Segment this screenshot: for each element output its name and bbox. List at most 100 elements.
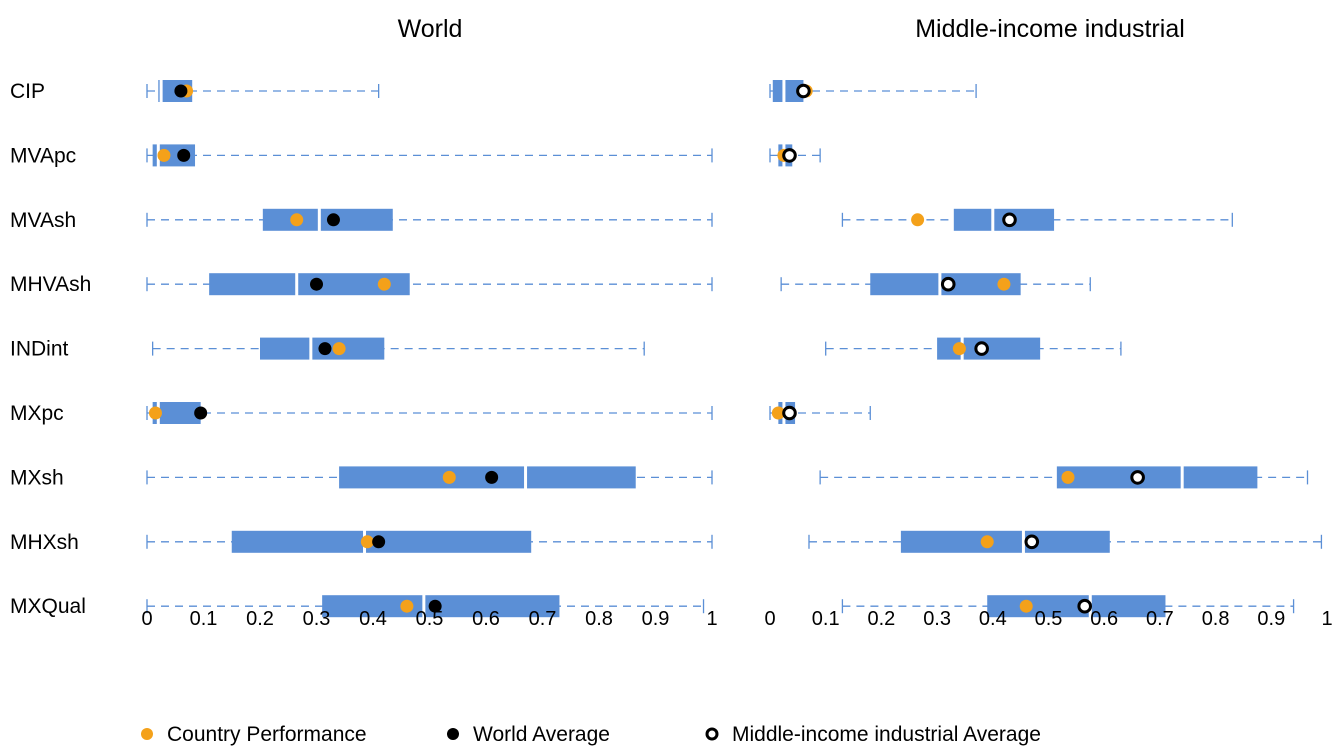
x-tick-label: 0.2 <box>246 608 274 630</box>
box-row <box>146 529 713 554</box>
country-performance-dot <box>1061 470 1075 484</box>
x-tick-label: 0.8 <box>1202 608 1230 630</box>
box-row <box>841 207 1233 232</box>
x-tick-label: 0.3 <box>303 608 331 630</box>
x-tick-label: 0.9 <box>1257 608 1285 630</box>
group-average-ring <box>782 148 797 163</box>
box-row <box>841 594 1295 619</box>
box-iqr <box>1056 466 1258 489</box>
group-average-ring <box>1077 598 1093 614</box>
world-average-dot <box>326 213 340 227</box>
box-row <box>146 594 705 619</box>
box-row <box>151 336 645 361</box>
legend-label: World Average <box>473 723 610 746</box>
group-average-ring <box>974 341 989 356</box>
group-average-ring <box>940 276 956 292</box>
country-performance-dot <box>400 599 414 613</box>
world-average-dot <box>174 84 188 98</box>
country-performance-dot <box>952 342 966 356</box>
country-performance-dot <box>997 277 1011 291</box>
group-average-ring <box>782 405 797 421</box>
box-iqr <box>900 530 1110 553</box>
world-average-dot <box>485 470 499 484</box>
x-tick-label: 0.5 <box>416 608 444 630</box>
panel-world: 0 0.1 0.2 0.3 0.4 0.5 0.6 0.7 0.8 0.9 1 <box>141 79 718 630</box>
indicator-label: MHVAsh <box>10 273 91 296</box>
world-average-dot <box>428 599 442 613</box>
box-row <box>146 272 713 297</box>
x-tick-label: 0.8 <box>585 608 613 630</box>
group-average-ring <box>796 83 811 99</box>
box-row <box>146 207 713 232</box>
box-row <box>146 401 713 425</box>
group-average-ring <box>1002 212 1017 228</box>
x-tick-label: 0.4 <box>359 608 387 630</box>
box-iqr <box>152 402 201 424</box>
box-row <box>146 143 713 168</box>
x-tick-label: 0.7 <box>1146 608 1174 630</box>
box-row <box>808 529 1323 554</box>
country-performance-dot <box>360 535 374 549</box>
indicator-label: MXsh <box>10 466 64 489</box>
x-tick-label: 0.5 <box>1035 608 1063 630</box>
country-performance-dot <box>290 213 304 227</box>
country-performance-dot <box>442 470 456 484</box>
x-tick-label: 1 <box>1321 608 1332 630</box>
legend-country-dot <box>141 728 153 740</box>
panel-title-middle-income: Middle-income industrial <box>915 15 1185 43</box>
box-row <box>146 465 713 490</box>
x-tick-label: 0 <box>764 608 775 630</box>
box-row <box>780 272 1091 297</box>
country-performance-dot <box>980 535 994 549</box>
country-performance-dot <box>1019 599 1033 613</box>
box-row <box>769 401 871 425</box>
legend-label: Country Performance <box>167 723 367 746</box>
country-performance-dot <box>911 213 925 227</box>
box-iqr <box>209 273 410 296</box>
x-tick-label: 0.7 <box>529 608 557 630</box>
x-tick-label: 0.2 <box>867 608 895 630</box>
x-tick-label: 0.3 <box>923 608 951 630</box>
world-average-dot <box>372 535 386 549</box>
box-iqr <box>772 80 804 102</box>
indicator-label: INDint <box>10 338 69 361</box>
country-performance-dot <box>771 406 785 420</box>
x-tick-label: 0.9 <box>642 608 670 630</box>
x-tick-label: 0.1 <box>190 608 218 630</box>
panel-title-world: World <box>398 15 463 43</box>
x-tick-label: 1 <box>706 608 717 630</box>
country-performance-dot <box>148 406 162 420</box>
world-average-dot <box>310 277 323 291</box>
indicator-label: MXpc <box>10 402 64 425</box>
world-average-dot <box>318 342 332 356</box>
legend-label: Middle-income industrial Average <box>732 723 1041 746</box>
world-average-dot <box>194 406 208 420</box>
group-average-ring <box>1024 534 1040 550</box>
indicator-label: MVApc <box>10 144 76 167</box>
indicator-label: CIP <box>10 80 45 103</box>
x-tick-label: 0.4 <box>979 608 1007 630</box>
x-tick-label: 0.6 <box>472 608 500 630</box>
country-performance-dot <box>157 148 171 162</box>
box-row <box>769 143 821 168</box>
box-row <box>819 465 1309 490</box>
country-performance-dot <box>332 342 346 356</box>
legend-item: World Average <box>447 723 610 746</box>
box-row <box>769 79 977 103</box>
indicator-label: MHXsh <box>10 531 79 554</box>
box-row <box>146 79 380 103</box>
legend-item: Middle-income industrial Average <box>705 723 1041 746</box>
legend-world-dot <box>447 728 459 740</box>
world-average-dot <box>177 148 191 162</box>
country-performance-dot <box>377 277 391 291</box>
x-tick-label: 0 <box>141 608 152 630</box>
legend: Country Performance World Average Middle-i… <box>141 723 1041 746</box>
x-tick-label: 0.1 <box>812 608 840 630</box>
legend-item: Country Performance <box>141 723 367 746</box>
x-tick-label: 0.6 <box>1090 608 1118 630</box>
box-iqr <box>987 595 1166 618</box>
box-row <box>825 336 1122 361</box>
indicator-label: MXQual <box>10 595 86 618</box>
legend-ring <box>705 727 719 741</box>
